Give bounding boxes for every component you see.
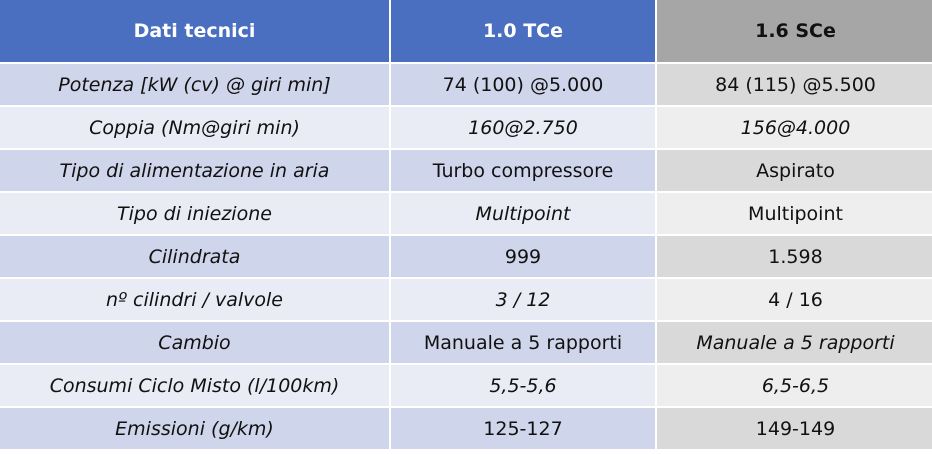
cell: nº cilindri / valvole <box>0 279 389 320</box>
cell: 3 / 12 <box>391 279 655 320</box>
cell: 5,5-5,6 <box>391 365 655 406</box>
row: Cilindrata 999 1.598 <box>0 236 932 277</box>
cell: 84 (115) @5.500 <box>657 64 932 105</box>
cell: 6,5-6,5 <box>657 365 932 406</box>
cell: Multipoint <box>657 193 932 234</box>
header-row: Dati tecnici 1.0 TCe 1.6 SCe <box>0 0 932 62</box>
cell: Manuale a 5 rapporti <box>391 322 655 363</box>
cell: Manuale a 5 rapporti <box>657 322 932 363</box>
cell: Potenza [kW (cv) @ giri min] <box>0 64 389 105</box>
cell: 160@2.750 <box>391 107 655 148</box>
row: Coppia (Nm@giri min) 160@2.750 156@4.000 <box>0 107 932 148</box>
cell: Tipo di alimentazione in aria <box>0 150 389 191</box>
row: Emissioni (g/km) 125-127 149-149 <box>0 408 932 449</box>
cell: Cilindrata <box>0 236 389 277</box>
cell: Turbo compressore <box>391 150 655 191</box>
cell: Emissioni (g/km) <box>0 408 389 449</box>
row: Consumi Ciclo Misto (l/100km) 5,5-5,6 6,… <box>0 365 932 406</box>
cell: Multipoint <box>391 193 655 234</box>
cell: 156@4.000 <box>657 107 932 148</box>
row: Potenza [kW (cv) @ giri min] 74 (100) @5… <box>0 64 932 105</box>
cell: Cambio <box>0 322 389 363</box>
row: nº cilindri / valvole 3 / 12 4 / 16 <box>0 279 932 320</box>
row: Tipo di alimentazione in aria Turbo comp… <box>0 150 932 191</box>
cell: Consumi Ciclo Misto (l/100km) <box>0 365 389 406</box>
cell: 74 (100) @5.000 <box>391 64 655 105</box>
cell: 999 <box>391 236 655 277</box>
cell: 125-127 <box>391 408 655 449</box>
cell: 4 / 16 <box>657 279 932 320</box>
cell: Tipo di iniezione <box>0 193 389 234</box>
row: Cambio Manuale a 5 rapporti Manuale a 5 … <box>0 322 932 363</box>
cell: 149-149 <box>657 408 932 449</box>
header-cell: 1.0 TCe <box>391 0 655 62</box>
cell: Coppia (Nm@giri min) <box>0 107 389 148</box>
row: Tipo di iniezione Multipoint Multipoint <box>0 193 932 234</box>
header-cell: 1.6 SCe <box>657 0 932 62</box>
cell: 1.598 <box>657 236 932 277</box>
header-cell: Dati tecnici <box>0 0 389 62</box>
cell: Aspirato <box>657 150 932 191</box>
